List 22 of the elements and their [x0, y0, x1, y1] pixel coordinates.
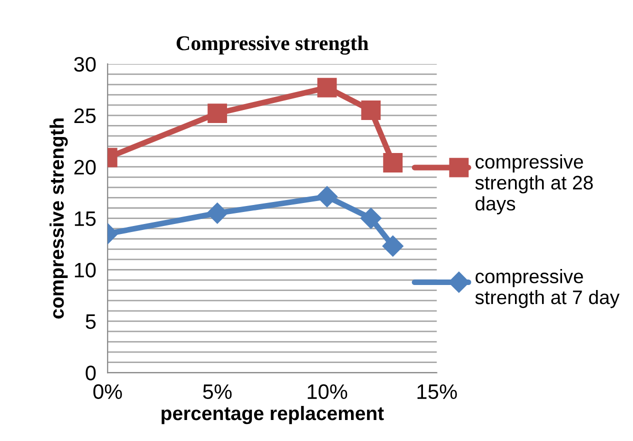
- y-tick-label: 5: [86, 314, 96, 329]
- x-tick-label: 5%: [203, 384, 232, 400]
- y-tick-label: 0: [86, 366, 96, 380]
- x-axis-title: percentage replacement: [162, 406, 384, 424]
- chart-title: Compressive strength: [176, 36, 368, 55]
- point: [360, 208, 382, 229]
- y-tick-label: 30: [74, 56, 96, 72]
- point: [361, 100, 381, 120]
- legend-label: compressive strength at 7 day: [475, 269, 620, 308]
- y-axis-title: compressive strength: [50, 118, 68, 319]
- point: [383, 153, 403, 172]
- point: [316, 186, 338, 208]
- point: [382, 236, 404, 257]
- legend-label: compressive strength at 28 days: [475, 154, 593, 214]
- y-tick-label: 25: [74, 108, 96, 124]
- x-tick-label: 10%: [308, 384, 348, 400]
- y-tick-label: 10: [74, 262, 96, 278]
- y-tick-label: 15: [74, 212, 96, 226]
- y-tick-label: 20: [74, 160, 96, 175]
- x-tick-label: 0%: [93, 384, 122, 400]
- x-tick-label: 15%: [418, 384, 457, 400]
- point: [317, 78, 337, 98]
